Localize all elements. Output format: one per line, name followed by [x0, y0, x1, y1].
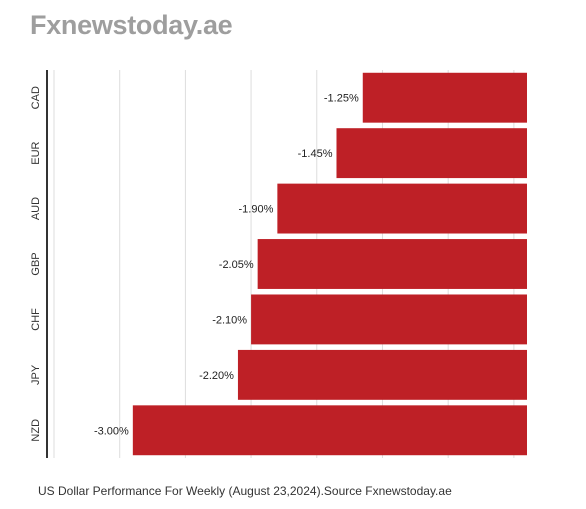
tick-label-chf: CHF: [30, 308, 42, 331]
tick-label-cad: CAD: [30, 86, 42, 109]
data-label-nzd: -3.00%: [94, 425, 129, 437]
tick-label-aud: AUD: [30, 197, 42, 220]
chart-caption: US Dollar Performance For Weekly (August…: [38, 484, 452, 498]
bar-aud: [277, 183, 527, 234]
bar-chf: [251, 294, 528, 345]
data-label-aud: -1.90%: [239, 204, 274, 216]
data-label-gbp: -2.05%: [219, 259, 254, 271]
tick-label-nzd: NZD: [30, 419, 42, 442]
data-label-eur: -1.45%: [298, 148, 333, 160]
tick-label-gbp: GBP: [30, 252, 42, 275]
tick-label-jpy: JPY: [30, 364, 42, 385]
brand-logo-text: Fxnewstoday.ae: [30, 10, 233, 40]
data-label-cad: -1.25%: [324, 93, 359, 105]
data-label-chf: -2.10%: [212, 314, 247, 326]
bar-cad: [362, 72, 527, 123]
tick-label-eur: EUR: [30, 141, 42, 164]
data-label-jpy: -2.20%: [199, 370, 234, 382]
bar-nzd: [132, 405, 528, 456]
bar-gbp: [257, 239, 527, 289]
bar-eur: [336, 128, 527, 179]
bar-jpy: [237, 349, 527, 400]
